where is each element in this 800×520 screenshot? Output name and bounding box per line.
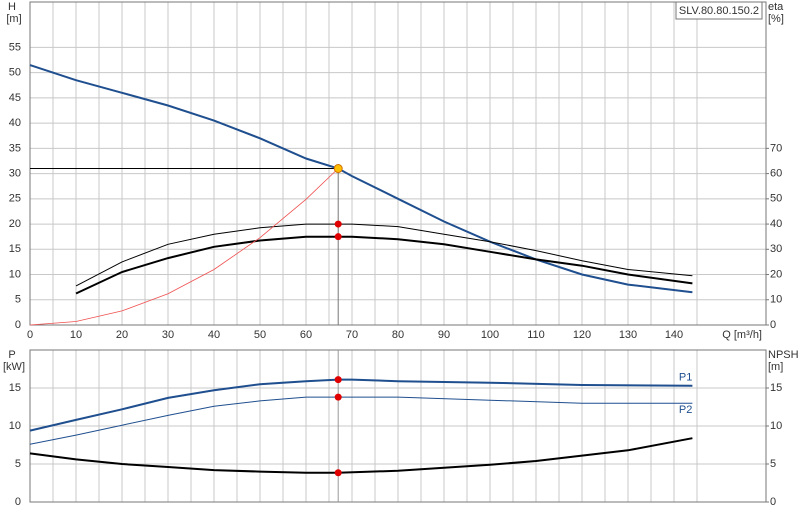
- y2-tick-label: 10: [770, 420, 782, 432]
- y2-tick-label: 70: [770, 142, 782, 154]
- x-tick-label: 90: [438, 329, 450, 341]
- model-label: SLV.80.80.150.2: [679, 5, 759, 17]
- x-tick-label: 80: [392, 329, 404, 341]
- series-label: P1: [679, 372, 692, 384]
- y2-tick-label: 30: [770, 243, 782, 255]
- y-tick-label: 5: [15, 294, 21, 306]
- y-axis-label: H: [8, 1, 16, 13]
- x-tick-label: 70: [346, 329, 358, 341]
- y-tick-label: 50: [9, 67, 21, 79]
- series-line: [75, 235, 693, 295]
- y2-tick-label: 50: [770, 193, 782, 205]
- x-tick-label: 40: [208, 329, 220, 341]
- x-tick-label: 30: [162, 329, 174, 341]
- y2-tick-label: 0: [770, 319, 776, 331]
- duty-marker: [334, 376, 342, 384]
- plot-frame: [29, 1, 767, 326]
- x-tick-label: 0: [27, 329, 33, 341]
- x-tick-label: 130: [619, 329, 637, 341]
- y-tick-label: 30: [9, 168, 21, 180]
- y-tick-label: 0: [15, 319, 21, 331]
- y2-tick-label: 5: [770, 458, 776, 470]
- y-tick-label: 15: [9, 382, 21, 394]
- y-tick-label: 15: [9, 243, 21, 255]
- duty-marker: [334, 469, 342, 477]
- y2-tick-label: 10: [770, 294, 782, 306]
- x-axis-label: Q [m³/h]: [722, 329, 762, 341]
- x-tick-label: 10: [70, 329, 82, 341]
- y2-tick-label: 40: [770, 218, 782, 230]
- duty-marker: [334, 393, 342, 401]
- y2-tick-label: 20: [770, 268, 782, 280]
- series-line: [29, 378, 693, 432]
- y-axis-label: P: [8, 349, 15, 361]
- y-tick-label: 10: [9, 420, 21, 432]
- x-tick-label: 120: [573, 329, 591, 341]
- y2-tick-label: 0: [770, 496, 776, 508]
- series-line: [29, 437, 693, 474]
- series-label: P2: [679, 404, 692, 416]
- plot-frame: [29, 349, 767, 503]
- y-tick-label: 10: [9, 268, 21, 280]
- y-tick-label: 45: [9, 92, 21, 104]
- series-line: [29, 168, 339, 326]
- x-tick-label: 60: [300, 329, 312, 341]
- x-tick-label: 140: [665, 329, 683, 341]
- duty-marker: [334, 220, 342, 228]
- series-line: [29, 64, 693, 294]
- x-tick-label: 110: [527, 329, 545, 341]
- model-box: [675, 1, 763, 20]
- y-tick-label: 5: [15, 458, 21, 470]
- x-tick-label: 100: [481, 329, 499, 341]
- x-tick-label: 50: [254, 329, 266, 341]
- y2-axis-unit: [%]: [768, 13, 784, 25]
- y2-axis-label: eta: [768, 1, 784, 13]
- y-tick-label: 25: [9, 193, 21, 205]
- y-tick-label: 40: [9, 117, 21, 129]
- series-line: [29, 396, 693, 445]
- y-tick-label: 20: [9, 218, 21, 230]
- series-line: [75, 223, 693, 287]
- y-axis-unit: [m]: [6, 13, 21, 25]
- y-tick-label: 55: [9, 41, 21, 53]
- y2-axis-unit: [m]: [768, 361, 783, 373]
- y2-tick-label: 60: [770, 168, 782, 180]
- y2-axis-label: NPSH: [768, 349, 799, 361]
- y-tick-label: 0: [15, 496, 21, 508]
- y-axis-unit: [kW]: [3, 361, 25, 373]
- y2-tick-label: 15: [770, 382, 782, 394]
- duty-marker: [334, 233, 342, 241]
- duty-point: [333, 164, 343, 174]
- x-tick-label: 20: [116, 329, 128, 341]
- y-tick-label: 35: [9, 142, 21, 154]
